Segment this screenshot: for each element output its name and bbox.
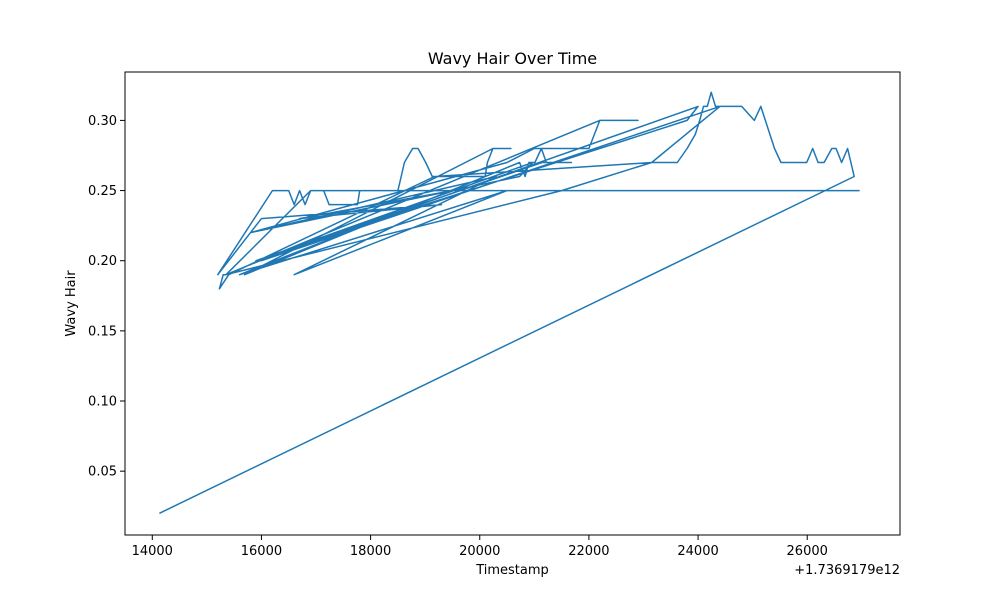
plot-area [124, 71, 901, 536]
y-tick-label: 0.25 [88, 184, 117, 199]
x-tick-label: 24000 [677, 544, 718, 559]
y-tick-label: 0.10 [88, 395, 117, 410]
x-tick-label: 20000 [459, 544, 500, 559]
x-tick-label: 18000 [350, 544, 391, 559]
x-axis: 14000 16000 18000 20000 22000 24000 26000 [132, 535, 828, 559]
x-axis-offset-label: +1.7369179e12 [794, 563, 900, 578]
x-tick-label: 26000 [787, 544, 828, 559]
y-tick-label: 0.20 [88, 254, 117, 269]
y-tick-label: 0.05 [88, 465, 117, 480]
chart-title: Wavy Hair Over Time [428, 49, 597, 68]
series-layer [159, 91, 860, 514]
x-tick-label: 14000 [132, 544, 173, 559]
series-line [159, 91, 860, 514]
y-tick-label: 0.30 [88, 114, 117, 129]
x-tick-label: 22000 [568, 544, 609, 559]
plot-frame [124, 71, 901, 536]
x-axis-label: Timestamp [475, 563, 549, 578]
y-tick-label: 0.15 [88, 324, 117, 339]
x-tick-label: 16000 [241, 544, 282, 559]
y-axis-label: Wavy Hair [64, 270, 79, 337]
y-axis: 0.05 0.10 0.15 0.20 0.25 0.30 [88, 114, 125, 480]
